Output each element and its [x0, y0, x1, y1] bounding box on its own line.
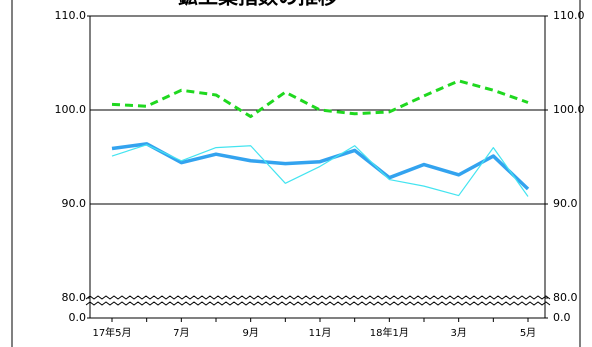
y2-tick-label: 110.0 — [553, 9, 585, 22]
y-tick-label: 80.0 — [62, 291, 87, 304]
series-line — [111, 79, 529, 119]
chart-title: 鉱工業指数の推移 — [178, 0, 338, 9]
x-tick-label: 7月 — [173, 327, 189, 339]
series-line — [111, 142, 530, 191]
x-tick-label: 3月 — [450, 327, 466, 339]
x-tick-label: 11月 — [309, 327, 332, 339]
axis-break — [85, 295, 551, 300]
x-tick-label: 5月 — [520, 327, 536, 339]
y-tick-label: 110.0 — [55, 9, 87, 22]
y-tick-label: 100.0 — [55, 103, 87, 116]
series-line — [111, 144, 529, 197]
y-tick-label: 90.0 — [62, 197, 87, 210]
axis-break — [85, 301, 551, 306]
y-tick-label: 0.0 — [69, 311, 87, 324]
y2-tick-label: 90.0 — [553, 197, 578, 210]
y2-tick-label: 80.0 — [553, 291, 578, 304]
x-tick-label: 9月 — [242, 327, 258, 339]
y2-tick-label: 100.0 — [553, 103, 585, 116]
y2-tick-label: 0.0 — [553, 311, 571, 324]
plot-frame — [89, 15, 546, 319]
x-tick-label: 18年1月 — [370, 326, 409, 339]
x-tick-label: 17年5月 — [92, 326, 131, 339]
